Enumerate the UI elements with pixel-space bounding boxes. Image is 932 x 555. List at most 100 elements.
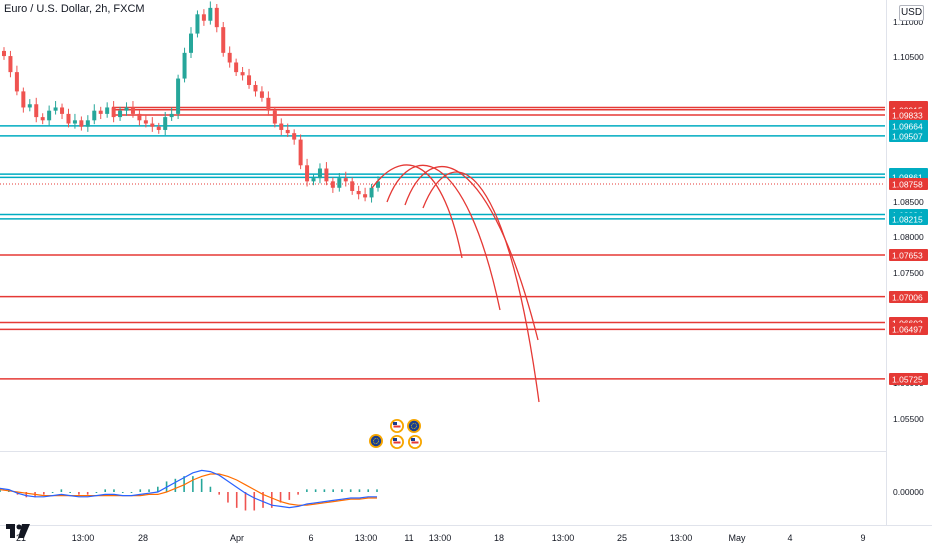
macd-histogram-bar <box>183 476 185 492</box>
macd-histogram-bar <box>323 489 326 492</box>
macd-histogram-bar <box>306 489 308 492</box>
candle <box>363 194 368 198</box>
candle <box>66 113 71 124</box>
candle <box>85 120 90 127</box>
level-label-badge[interactable] <box>889 323 928 335</box>
macd-histogram-bar <box>279 492 282 503</box>
currency-badge[interactable]: USD <box>899 5 924 21</box>
candle <box>247 75 252 85</box>
candle <box>337 178 342 188</box>
macd-histogram-bar <box>244 492 247 511</box>
macd-histogram-bar <box>139 489 142 492</box>
candle <box>214 7 219 28</box>
eu-flag-icon <box>370 435 382 447</box>
level-label-text: 1.08758 <box>892 180 923 190</box>
candle <box>2 50 6 57</box>
level-label-badge[interactable] <box>889 109 928 121</box>
time-axis-label: 18 <box>494 533 504 543</box>
time-axis-label: 4 <box>787 533 792 543</box>
eu-flag-stars <box>410 422 417 429</box>
candle <box>143 120 148 124</box>
signal-line[interactable] <box>0 473 377 506</box>
candle <box>105 107 110 114</box>
level-label-badge[interactable] <box>889 178 928 190</box>
level-label-text: 1.06497 <box>892 325 923 335</box>
macd-histogram-bar <box>367 489 370 492</box>
price-axis-tick: 1.07500 <box>893 268 924 278</box>
macd-histogram-bar <box>192 476 194 492</box>
level-label-text: 1.08215 <box>892 215 923 225</box>
candle <box>111 107 116 118</box>
level-label-text: 1.09507 <box>892 132 923 142</box>
time-axis-label: 11 <box>404 533 413 543</box>
candle <box>60 107 65 114</box>
candle <box>47 110 52 121</box>
macd-histogram-bar <box>174 478 177 492</box>
us-flag-canton <box>393 438 397 441</box>
macd-histogram-bar <box>78 492 80 495</box>
candle <box>14 72 19 92</box>
candle <box>350 181 355 191</box>
candle <box>279 123 284 130</box>
candle <box>182 52 187 79</box>
candle <box>150 123 155 127</box>
level-label-text: 1.09833 <box>892 111 923 121</box>
candle <box>137 113 142 121</box>
eu-flag-stars <box>372 437 379 444</box>
candle <box>298 139 303 166</box>
candle <box>253 84 258 92</box>
candle <box>156 126 161 130</box>
level-label-badge[interactable] <box>889 120 928 132</box>
candle <box>324 168 329 182</box>
level-label-badge[interactable] <box>889 373 928 385</box>
projection-arc-3[interactable] <box>404 166 539 341</box>
macd-histogram-bar <box>104 489 107 492</box>
candle <box>369 187 374 198</box>
time-axis-label: 13:00 <box>670 533 693 543</box>
level-label-badge[interactable] <box>889 249 928 261</box>
candle <box>234 62 239 73</box>
level-label-badge[interactable] <box>889 130 928 142</box>
candle <box>343 178 348 182</box>
macd-histogram-bar <box>0 489 1 492</box>
macd-histogram-bar <box>270 492 273 508</box>
candle <box>311 178 316 182</box>
time-axis-label: 13:00 <box>72 533 95 543</box>
macd-line[interactable] <box>0 469 377 509</box>
candle <box>356 190 361 195</box>
macd-histogram-bar <box>341 489 343 492</box>
time-axis-label: 25 <box>617 533 627 543</box>
macd-histogram-bar <box>43 492 45 495</box>
level-label-badge[interactable] <box>889 291 928 303</box>
price-axis-tick: 1.08500 <box>893 197 924 207</box>
candle <box>208 7 213 21</box>
projection-arc-2[interactable] <box>386 164 501 311</box>
projection-arc-4[interactable] <box>422 171 540 403</box>
level-label-text: 1.09664 <box>892 122 923 132</box>
macd-histogram-bar <box>130 492 133 493</box>
macd-histogram-bar <box>358 489 361 492</box>
candle <box>272 110 277 124</box>
projection-arc-1[interactable] <box>371 164 463 259</box>
macd-histogram-bar <box>332 489 334 492</box>
candle <box>34 104 39 118</box>
tradingview-logo[interactable] <box>6 524 30 538</box>
indicator-axis-label: 0.00000 <box>893 487 924 497</box>
macd-histogram-bar <box>227 492 229 503</box>
macd-histogram-bar <box>235 492 238 508</box>
candle <box>176 78 181 114</box>
time-axis-label: 13:00 <box>355 533 378 543</box>
time-axis-label: Apr <box>230 533 244 543</box>
us-flag-canton <box>393 422 397 425</box>
candle <box>21 91 26 108</box>
candle <box>195 14 200 34</box>
macd-histogram-bar <box>288 492 291 500</box>
candle <box>169 113 174 118</box>
level-label-text: 1.07653 <box>892 251 923 261</box>
time-axis-label: 13:00 <box>552 533 575 543</box>
candle <box>130 107 135 114</box>
level-label-badge[interactable] <box>889 213 928 225</box>
candle <box>266 97 271 111</box>
